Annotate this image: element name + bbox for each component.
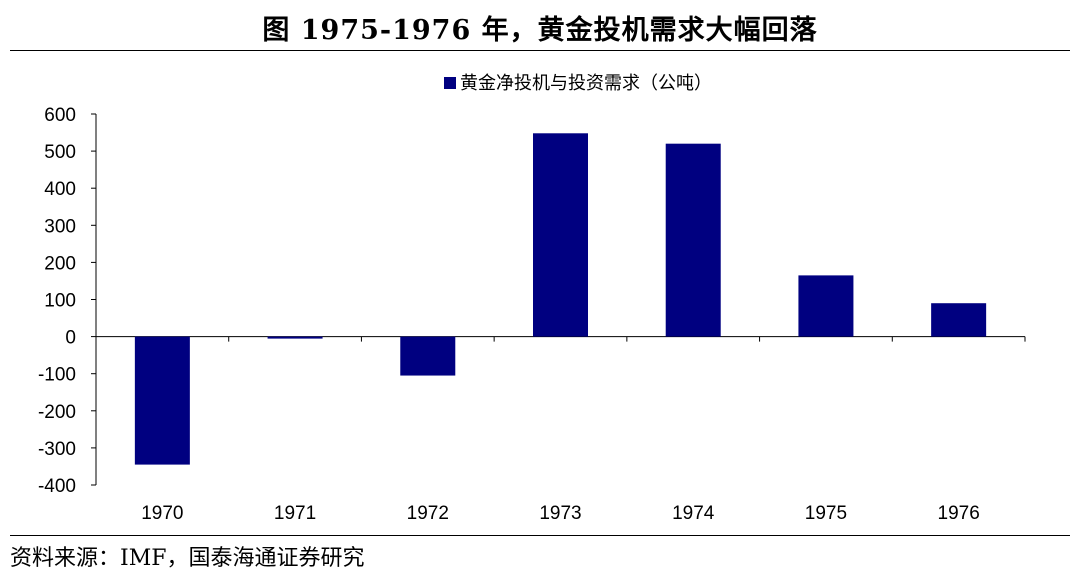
- bar-chart: 黄金净投机与投资需求（公吨） -400 -300 -200 -100 0 100 200 30…: [38, 73, 1026, 524]
- x-tick-label: 1975: [805, 503, 847, 524]
- y-tick-label: 500: [44, 142, 76, 163]
- footer-divider: [10, 535, 1070, 536]
- x-tick-label: 1974: [672, 503, 715, 524]
- y-axis: -400 -300 -200 -100 0 100 200 300 400 500 600: [38, 105, 97, 497]
- x-tick-label: 1970: [141, 503, 183, 524]
- title-divider: [10, 50, 1070, 51]
- x-axis: 1970 1971 1972 1973 1974 1975 1976: [96, 336, 1026, 524]
- y-tick-label: -100: [38, 365, 76, 386]
- y-tick-label: 600: [44, 105, 76, 126]
- bar-1974: [665, 143, 721, 337]
- y-tick-label: 400: [44, 179, 76, 200]
- bar-1972: [400, 336, 456, 376]
- legend-label: 黄金净投机与投资需求（公吨）: [460, 73, 712, 94]
- y-tick-label: -400: [38, 476, 76, 497]
- y-tick-label: 300: [44, 216, 76, 237]
- source-note: 资料来源：IMF，国泰海通证券研究: [10, 546, 365, 571]
- y-tick-label: 0: [65, 328, 76, 349]
- x-tick-label: 1972: [407, 503, 449, 524]
- page-title: 图 1975-1976 年，黄金投机需求大幅回落: [262, 15, 818, 46]
- legend-swatch: [444, 77, 456, 89]
- x-tick-label: 1971: [274, 503, 316, 524]
- y-tick-label: -200: [38, 402, 76, 423]
- y-tick-label: 100: [44, 291, 76, 312]
- bar-1976: [931, 303, 987, 337]
- bar-1975: [798, 275, 854, 337]
- y-tick-label: -300: [38, 439, 76, 460]
- y-tick-label: 200: [44, 253, 76, 274]
- legend: 黄金净投机与投资需求（公吨）: [444, 73, 712, 94]
- bar-1971: [267, 336, 323, 339]
- bar-1973: [533, 133, 588, 337]
- x-tick-label: 1973: [539, 503, 581, 524]
- bar-series: [134, 133, 987, 465]
- bar-1970: [134, 336, 190, 465]
- x-tick-label: 1976: [938, 503, 980, 524]
